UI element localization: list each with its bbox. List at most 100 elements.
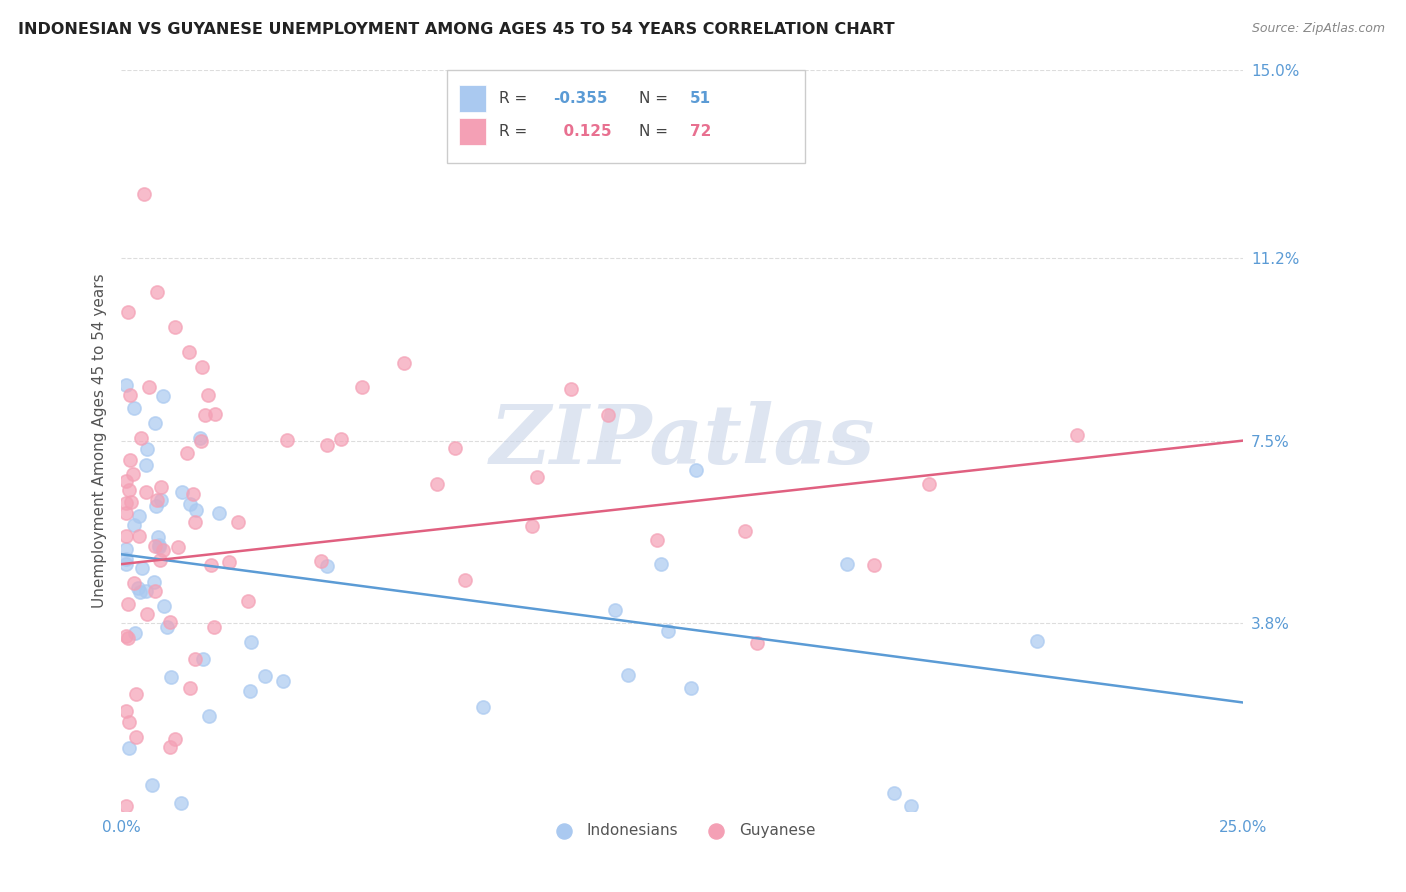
Point	[114, 629, 136, 643]
Point	[190, 434, 212, 449]
Point	[170, 796, 193, 810]
Point	[522, 519, 544, 533]
Point	[124, 687, 146, 701]
Point	[239, 634, 262, 648]
Text: 0.125: 0.125	[553, 124, 612, 139]
Point	[560, 382, 582, 396]
Point	[315, 558, 337, 573]
Point	[200, 558, 222, 573]
Text: N =: N =	[640, 124, 673, 139]
Point	[472, 699, 495, 714]
Point	[330, 433, 353, 447]
Point	[124, 625, 146, 640]
Point	[136, 607, 159, 622]
Point	[745, 636, 768, 650]
Point	[131, 560, 153, 574]
Point	[114, 552, 136, 566]
Point	[918, 477, 941, 491]
Point	[350, 380, 373, 394]
Point	[239, 684, 262, 698]
Point	[118, 453, 141, 467]
Point	[141, 778, 163, 792]
Point	[163, 732, 186, 747]
Bar	[458, 119, 485, 145]
Point	[131, 431, 153, 445]
Point	[863, 558, 886, 572]
Point	[138, 379, 160, 393]
Point	[208, 506, 231, 520]
Point	[148, 541, 170, 555]
Point	[149, 552, 172, 566]
Text: N =: N =	[640, 91, 673, 106]
Point	[114, 799, 136, 814]
Text: -0.355: -0.355	[553, 91, 607, 106]
Point	[526, 470, 548, 484]
Point	[114, 557, 136, 571]
Point	[191, 359, 214, 374]
Point	[142, 574, 165, 589]
Point	[136, 442, 159, 456]
Point	[204, 407, 226, 421]
Point	[254, 669, 277, 683]
Point	[184, 502, 207, 516]
Point	[150, 493, 173, 508]
Point	[181, 486, 204, 500]
Point	[114, 474, 136, 488]
Point	[198, 708, 221, 723]
Point	[122, 576, 145, 591]
Point	[152, 389, 174, 403]
Point	[114, 541, 136, 556]
Point	[114, 529, 136, 543]
Point	[835, 557, 858, 571]
Point	[143, 583, 166, 598]
Point	[176, 446, 198, 460]
Point	[150, 479, 173, 493]
Point	[179, 497, 201, 511]
Point	[117, 631, 139, 645]
Point	[118, 483, 141, 497]
Point	[228, 515, 250, 529]
Point	[159, 739, 181, 754]
Point	[1066, 428, 1088, 442]
Point	[900, 799, 922, 814]
Point	[271, 674, 294, 689]
Point	[218, 555, 240, 569]
Point	[135, 584, 157, 599]
Point	[177, 344, 200, 359]
Point	[236, 594, 259, 608]
Point	[194, 408, 217, 422]
Point	[179, 681, 201, 695]
Text: R =: R =	[499, 124, 533, 139]
Point	[128, 509, 150, 524]
Point	[118, 741, 141, 756]
Point	[148, 538, 170, 552]
Point	[603, 603, 626, 617]
Point	[153, 599, 176, 614]
Point	[159, 615, 181, 630]
Point	[122, 517, 145, 532]
Point	[679, 681, 702, 696]
Point	[426, 477, 449, 491]
Point	[120, 495, 142, 509]
Point	[117, 305, 139, 319]
Point	[114, 704, 136, 718]
Y-axis label: Unemployment Among Ages 45 to 54 years: Unemployment Among Ages 45 to 54 years	[93, 273, 107, 608]
Point	[114, 378, 136, 392]
Point	[184, 652, 207, 666]
Point	[122, 401, 145, 415]
Point	[598, 408, 620, 422]
Point	[146, 530, 169, 544]
Point	[146, 285, 169, 300]
Point	[165, 320, 187, 334]
Point	[184, 515, 207, 529]
Point	[202, 619, 225, 633]
Point	[191, 652, 214, 666]
Point	[114, 506, 136, 520]
Text: 72: 72	[690, 124, 711, 139]
Point	[617, 668, 640, 682]
Point	[125, 730, 148, 744]
Point	[117, 598, 139, 612]
Point	[315, 438, 337, 452]
Point	[121, 467, 143, 481]
Text: INDONESIAN VS GUYANESE UNEMPLOYMENT AMONG AGES 45 TO 54 YEARS CORRELATION CHART: INDONESIAN VS GUYANESE UNEMPLOYMENT AMON…	[18, 22, 894, 37]
